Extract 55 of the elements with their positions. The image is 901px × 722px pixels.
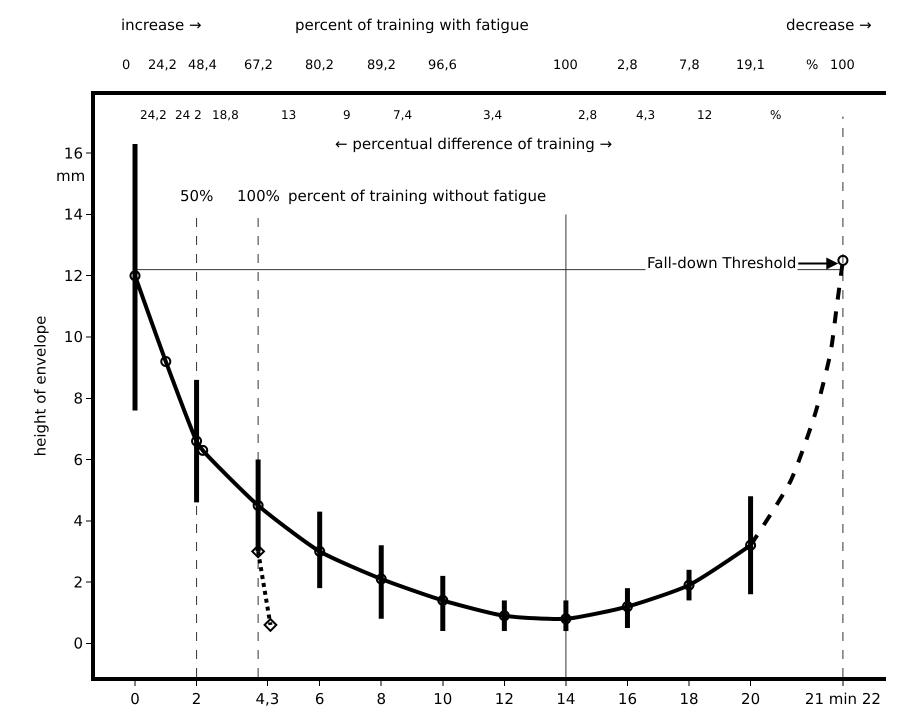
annotation: 18,8	[212, 108, 239, 122]
text: %	[806, 58, 818, 73]
text: increase →	[121, 16, 202, 34]
y-tick-label: 12	[64, 266, 83, 285]
annotation: 50%	[180, 187, 214, 205]
x-tick-label: 20	[741, 690, 760, 708]
y-tick-label: 0	[73, 634, 83, 653]
y-tick-label: 2	[73, 573, 83, 592]
x-tick-label: 16	[618, 690, 638, 708]
text: 2,8	[617, 58, 638, 73]
y-tick-label: 4	[73, 512, 83, 530]
text: 100	[553, 58, 578, 73]
y-axis-title: height of envelope	[32, 316, 50, 456]
annotation: %	[770, 108, 782, 122]
text: 0	[122, 58, 130, 73]
x-tick-label: 18	[679, 690, 699, 708]
annotation: 24 2	[175, 108, 202, 122]
ref-line-label: Fall-down Threshold	[647, 254, 796, 272]
annotation: ← percentual difference of training →	[335, 135, 612, 153]
annotation: percent of training without fatigue	[288, 187, 546, 205]
text: 48,4	[188, 58, 217, 73]
text: 67,2	[244, 58, 273, 73]
x-tick-label: 12	[494, 690, 514, 708]
annotation: 3,4	[483, 108, 502, 122]
annotation: 9	[343, 108, 351, 122]
x-tick-label: 2	[192, 690, 202, 708]
text: 7,8	[679, 58, 700, 73]
annotation: 13	[281, 108, 296, 122]
x-tick-label: 21 min 22	[804, 690, 881, 708]
x-tick-label: 10	[433, 690, 452, 708]
text: percent of training with fatigue	[295, 16, 529, 34]
text: 19,1	[736, 58, 765, 73]
annotation: 2,8	[578, 108, 598, 122]
text: 89,2	[367, 58, 396, 73]
text: 80,2	[305, 58, 334, 73]
text: mm	[56, 167, 86, 185]
x-tick-label: 0	[130, 690, 140, 708]
annotation: 7,4	[393, 108, 412, 122]
annotation: 24,2	[140, 108, 167, 122]
text: 96,6	[428, 58, 457, 73]
text: 100	[830, 58, 855, 73]
x-tick-label: 14	[556, 690, 576, 708]
text: 24,2	[148, 58, 177, 73]
y-tick-label: 8	[73, 390, 83, 408]
x-tick-label: 6	[314, 690, 324, 708]
y-tick-label: 16	[64, 144, 83, 162]
text: decrease →	[786, 16, 872, 34]
annotation: 12	[697, 108, 712, 122]
y-tick-label: 14	[64, 206, 83, 224]
annotation: 100%	[237, 187, 280, 205]
x-tick-label: 8	[376, 690, 386, 708]
x-tick-label: 4,3	[255, 690, 280, 708]
y-tick-label: 10	[64, 328, 83, 346]
annotation: 4,3	[636, 108, 656, 122]
y-tick-label: 6	[73, 450, 83, 469]
